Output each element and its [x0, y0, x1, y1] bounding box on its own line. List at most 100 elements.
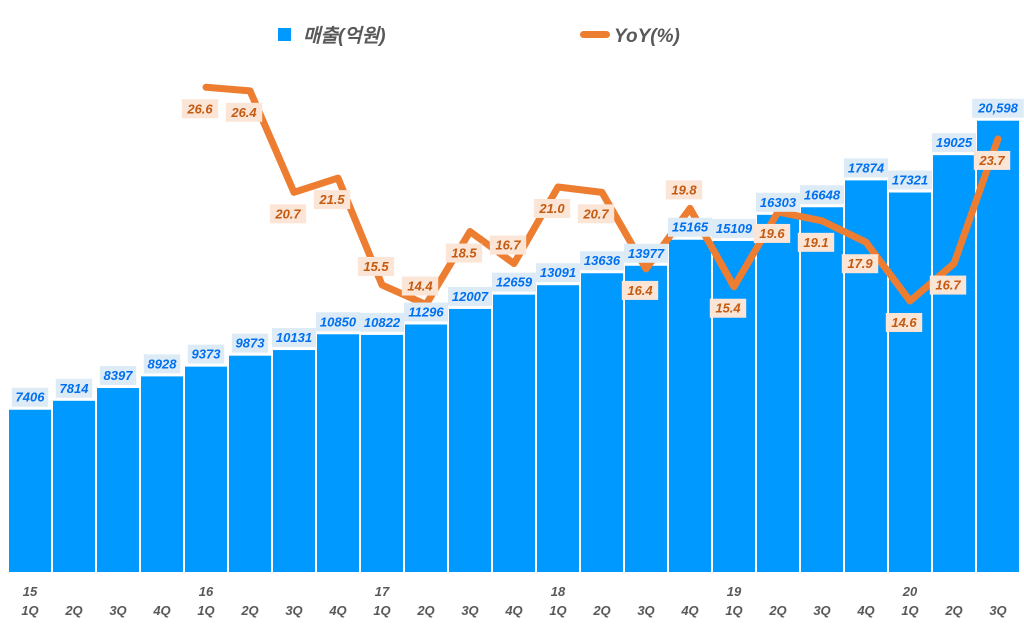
bar-label: 13977: [628, 246, 665, 261]
bar: [361, 334, 403, 572]
legend: 매출(억원) YoY(%): [278, 25, 680, 47]
x-tick-label: 1Q: [549, 603, 566, 618]
bar-label: 10850: [320, 314, 357, 329]
yoy-label-bg: [621, 280, 659, 300]
yoy-point: [997, 137, 999, 140]
x-tick-label: 1Q: [197, 603, 214, 618]
yoy-label: 20.7: [274, 206, 301, 221]
yoy-point: [293, 191, 295, 194]
x-tick-label: 3Q: [637, 603, 654, 618]
bar-label-bg: [972, 98, 1024, 118]
x-tick-label: 1Q: [373, 603, 390, 618]
bar-label-bg: [668, 217, 712, 237]
bar-label: 17874: [848, 160, 885, 175]
yoy-point: [909, 299, 911, 302]
bar-label: 15165: [672, 220, 709, 235]
bar-label: 13636: [584, 253, 621, 268]
yoy-label-bg: [225, 102, 263, 122]
bar-label: 8928: [148, 356, 178, 371]
yoy-point: [601, 191, 603, 194]
yoy-label: 26.6: [186, 101, 213, 116]
bar-label: 19025: [936, 135, 973, 150]
x-year-label: 20: [902, 584, 918, 599]
legend-label-yoy: YoY(%): [614, 26, 680, 47]
bar-label: 7814: [60, 381, 90, 396]
x-tick-label: 1Q: [21, 603, 38, 618]
bar: [977, 120, 1019, 572]
yoy-label-bg: [269, 204, 307, 224]
bar-label: 16303: [760, 195, 797, 210]
bar-label: 16648: [804, 187, 841, 202]
x-tick-label: 2Q: [416, 603, 434, 618]
bar-label-bg: [272, 328, 316, 348]
yoy-point: [733, 285, 735, 288]
yoy-label-bg: [489, 235, 527, 255]
bar-label-bg: [712, 218, 756, 238]
yoy-point: [865, 241, 867, 244]
yoy-label-bg: [885, 312, 923, 332]
yoy-label: 17.9: [847, 256, 873, 271]
bar: [273, 350, 315, 572]
x-axis: 1Q 15 2Q 3Q 4Q 1Q 16 2Q 3Q 4Q 1Q 17 2Q 3Q 4Q 1Q 18 2Q 3Q 4Q…: [21, 584, 1006, 618]
bar: [713, 240, 755, 573]
bar: [141, 376, 183, 572]
bar-label-bg: [143, 354, 181, 374]
yoy-point: [381, 283, 383, 286]
bar-label-bg: [11, 387, 49, 407]
x-year-label: 19: [727, 584, 742, 599]
yoy-label-bg: [753, 223, 791, 243]
bar-label-bg: [231, 333, 269, 353]
x-year-label: 18: [551, 584, 566, 599]
yoy-label-bg: [973, 150, 1011, 170]
bar-label-bg: [187, 344, 225, 364]
yoy-label: 19.6: [759, 226, 785, 241]
yoy-label: 19.8: [671, 182, 697, 197]
yoy-label-bg: [841, 254, 879, 274]
bar-label: 15109: [716, 221, 753, 236]
bar: [801, 207, 843, 573]
x-tick-label: 4Q: [680, 603, 698, 618]
bar-label: 7406: [16, 390, 46, 405]
bar-label-bg: [360, 312, 404, 332]
yoy-label: 19.1: [803, 235, 828, 250]
yoy-label-bg: [665, 180, 703, 200]
x-tick-label: 2Q: [592, 603, 610, 618]
bar-label: 10822: [364, 315, 401, 330]
yoy-label-bg: [797, 232, 835, 252]
x-tick-label: 4Q: [152, 603, 170, 618]
bar-label-bg: [492, 272, 536, 292]
yoy-point: [513, 262, 515, 265]
bar-label-bg: [844, 158, 888, 178]
x-tick-label: 3Q: [989, 603, 1006, 618]
bar: [493, 294, 535, 572]
legend-swatch-yoy: [580, 31, 610, 38]
x-tick-label: 2Q: [240, 603, 258, 618]
yoy-label-bg: [577, 204, 615, 224]
yoy-label: 14.6: [891, 315, 917, 330]
bar: [581, 273, 623, 572]
bar-label-bg: [756, 192, 800, 212]
yoy-label-bg: [401, 276, 439, 296]
yoy-point: [469, 230, 471, 233]
bar-label-bg: [99, 366, 137, 386]
yoy-label: 16.7: [935, 278, 961, 293]
yoy-label: 23.7: [978, 153, 1005, 168]
yoy-point: [557, 186, 559, 188]
bar: [625, 265, 667, 572]
x-tick-label: 1Q: [901, 603, 918, 618]
x-tick-label: 3Q: [285, 603, 302, 618]
data-labels: 7406 7814 8397 8928 9373 9873 10131 10850 10822 1…: [11, 98, 1024, 407]
bar: [53, 400, 95, 572]
yoy-point: [645, 267, 647, 270]
yoy-point: [953, 262, 955, 265]
bar: [669, 239, 711, 572]
bar-label: 17321: [892, 173, 928, 188]
bar-label-bg: [888, 170, 932, 190]
bar-label: 8397: [104, 368, 134, 383]
yoy-point: [689, 207, 691, 210]
bar-label: 9373: [192, 347, 222, 362]
x-tick-label: 1Q: [725, 603, 742, 618]
x-tick-label: 3Q: [813, 603, 830, 618]
yoy-point: [821, 219, 823, 222]
bar: [449, 308, 491, 572]
